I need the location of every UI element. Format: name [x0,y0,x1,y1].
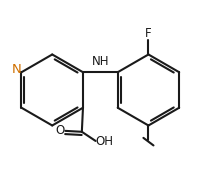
Text: N: N [12,64,22,76]
Text: NH: NH [92,55,110,68]
Text: OH: OH [95,135,113,148]
Text: F: F [145,27,152,40]
Text: O: O [56,124,65,137]
